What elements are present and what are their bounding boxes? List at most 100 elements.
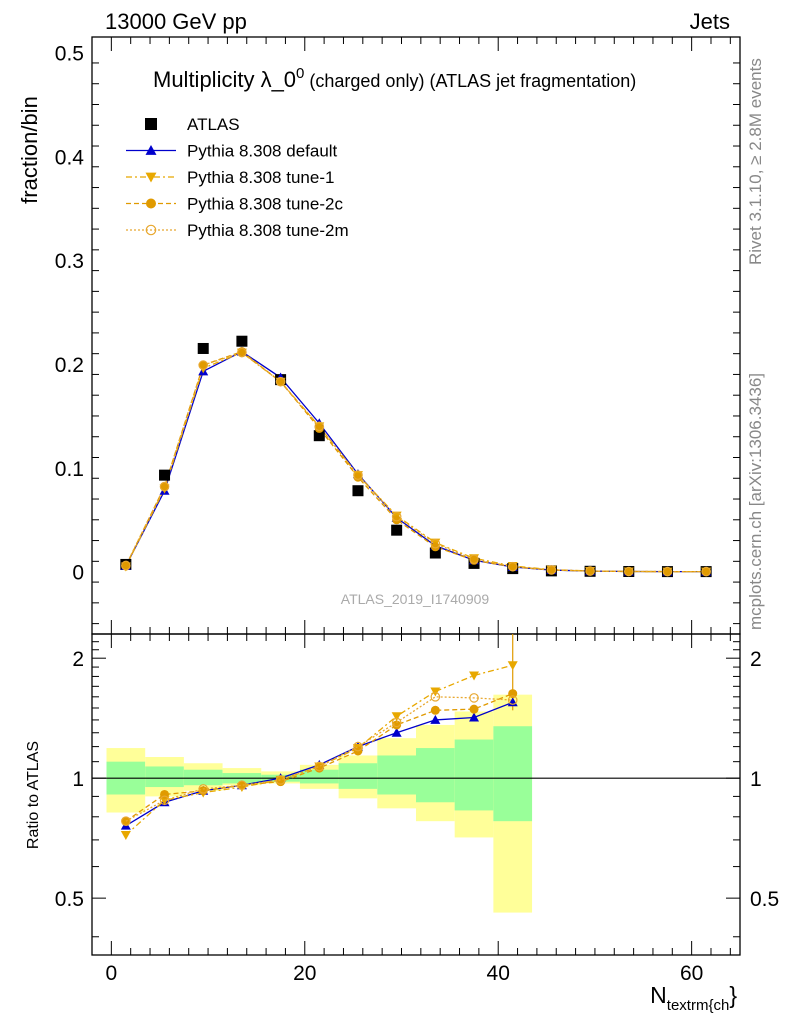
series-markers-3 — [121, 347, 711, 577]
ratio-ticks: 0.5 0.5 1 1 2 2 — [55, 641, 779, 938]
band-green — [299, 769, 339, 784]
title-main: Multiplicity λ_0 — [153, 67, 296, 92]
data-point — [121, 561, 131, 571]
data-point — [585, 566, 595, 576]
data-point — [159, 481, 170, 492]
ratio-point — [121, 816, 131, 826]
data-point — [353, 472, 363, 482]
ratio-series — [120, 634, 518, 841]
data-point — [392, 515, 402, 525]
series-markers-1 — [120, 346, 712, 576]
y-tick-label: 0 — [72, 562, 84, 585]
ratio-tick-label-right: 0.5 — [750, 888, 779, 911]
data-point — [391, 524, 403, 536]
series-markers-0 — [120, 335, 712, 578]
data-point — [198, 360, 208, 370]
legend-entry: Pythia 8.308 tune-2m — [126, 221, 349, 240]
data-point — [236, 335, 248, 347]
data-point — [121, 560, 131, 571]
data-point — [546, 565, 556, 575]
band-green — [454, 739, 494, 811]
ratio-series-3 — [121, 692, 518, 826]
ratio-point — [353, 741, 363, 752]
legend-label: Pythia 8.308 tune-2c — [187, 195, 343, 214]
series-markers-4 — [121, 347, 711, 577]
y-tick-label: 0.2 — [55, 354, 84, 377]
legend: ATLAS Pythia 8.308 default Pythia 8.308 tu… — [126, 115, 349, 240]
data-point — [585, 566, 595, 576]
data-point — [429, 547, 441, 559]
ratio-point — [391, 727, 402, 737]
legend-marker — [145, 145, 157, 155]
series-3 — [125, 350, 707, 573]
header-left: 13000 GeV pp — [105, 9, 247, 34]
y-tick-label: 0.1 — [55, 458, 84, 481]
data-point — [546, 565, 557, 575]
legend-marker — [146, 198, 156, 209]
title-sup: 0 — [296, 65, 304, 82]
legend-entry: Pythia 8.308 tune-2c — [126, 195, 343, 214]
legend-label: ATLAS — [187, 115, 240, 134]
main-ticks: 0 0.1 0.2 0.3 0.4 0.5 — [55, 43, 740, 625]
x-tick-label: 20 — [293, 962, 316, 985]
main-series — [120, 335, 712, 578]
data-point — [313, 430, 325, 442]
legend-label: Pythia 8.308 tune-2m — [187, 221, 349, 240]
data-point — [276, 377, 286, 387]
main-panel: 0 0.1 0.2 0.3 0.4 0.5 fraction/bin Multiplici… — [17, 36, 741, 635]
legend-entry: Pythia 8.308 default — [126, 142, 338, 161]
header-right: Jets — [690, 9, 730, 34]
band-green — [338, 763, 378, 789]
band-green — [416, 748, 455, 803]
legend-marker — [145, 172, 157, 183]
ratio-point — [120, 831, 131, 841]
ratio-point — [314, 761, 325, 772]
data-point — [391, 511, 402, 522]
ratio-series-2 — [121, 689, 518, 826]
data-point — [508, 562, 518, 572]
data-point — [353, 470, 363, 480]
ratio-point — [275, 775, 286, 785]
data-point — [314, 421, 325, 432]
ratio-point — [507, 695, 518, 705]
ratio-tick-label-left: 0.5 — [55, 888, 84, 911]
data-point — [237, 347, 247, 358]
data-point — [507, 561, 518, 572]
series-line — [125, 350, 707, 573]
plot-title: Multiplicity λ_00 (charged only) (ATLAS … — [153, 65, 636, 92]
rivet-label: Rivet 3.1.10, ≥ 2.8M events — [746, 58, 765, 265]
series-line — [125, 350, 707, 573]
ratio-point — [430, 692, 441, 702]
series-2 — [125, 351, 707, 573]
ratio-point — [507, 661, 518, 671]
data-point — [197, 342, 209, 354]
data-point — [623, 566, 634, 577]
data-point — [352, 485, 364, 497]
main-ylabel: fraction/bin — [17, 96, 42, 204]
data-point — [662, 567, 672, 577]
legend-entry: Pythia 8.308 tune-1 — [126, 168, 334, 187]
data-point — [701, 567, 711, 577]
data-point — [662, 566, 673, 577]
data-point — [314, 423, 324, 433]
mcplots-label: mcplots.cern.ch [arXiv:1306.3436] — [746, 373, 765, 630]
ratio-point — [159, 796, 170, 806]
band-green — [183, 769, 223, 786]
ratio-point — [430, 714, 441, 724]
x-axis-label: Ntextrm{ch} — [650, 982, 737, 1014]
ratio-frame — [91, 633, 741, 956]
data-point — [624, 566, 634, 576]
x-tick-label: 40 — [487, 962, 510, 985]
ratio-point — [469, 671, 480, 681]
legend-entry: ATLAS — [145, 115, 240, 134]
ratio-panel: 0.5 0.5 1 1 2 2 Ratio to ATLAS — [25, 633, 779, 956]
ratio-point — [508, 689, 518, 699]
data-point — [701, 566, 711, 577]
ratio-point — [430, 687, 441, 697]
ratio-tick-label-right: 1 — [750, 768, 762, 791]
legend-label: Pythia 8.308 tune-1 — [187, 168, 334, 187]
data-point — [430, 538, 441, 549]
data-point — [275, 376, 286, 387]
ratio-point — [391, 717, 402, 728]
